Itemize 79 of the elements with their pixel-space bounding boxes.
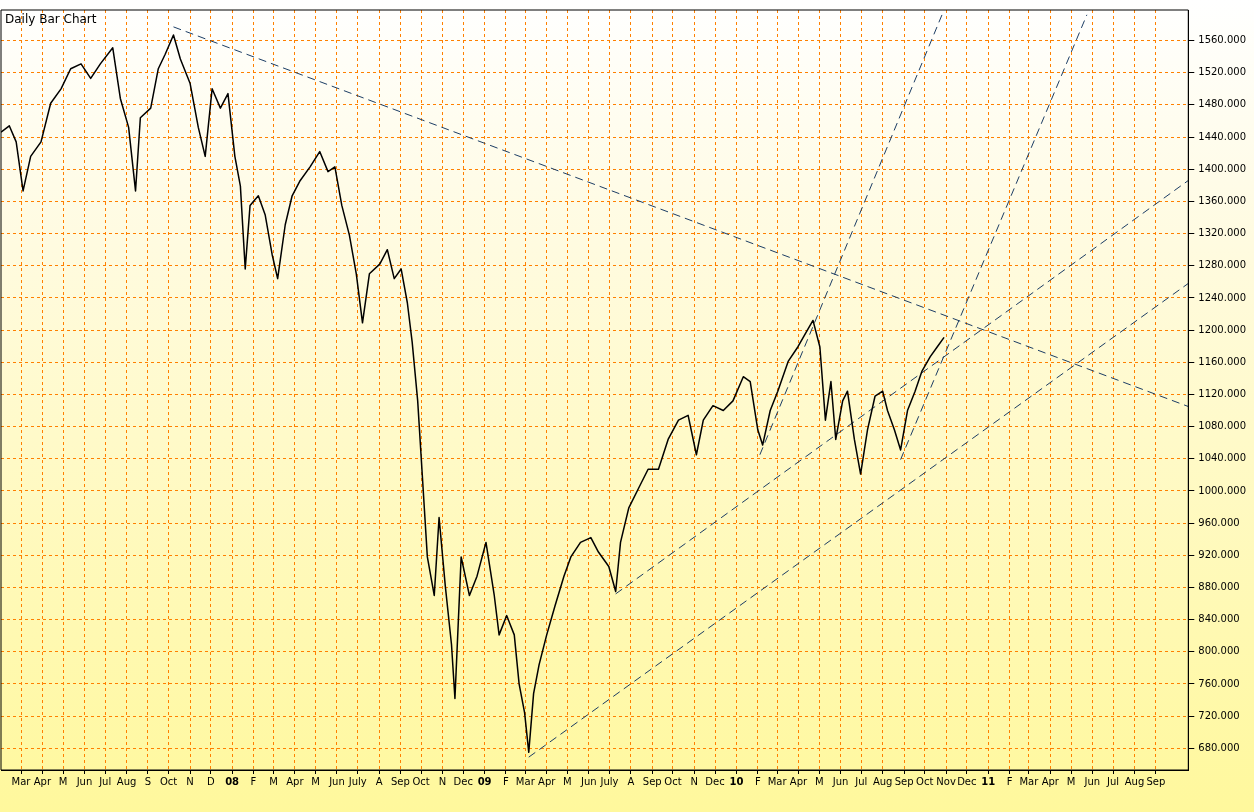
x-tick-label: Oct <box>159 775 178 787</box>
chart-title: Daily Bar Chart <box>5 12 97 27</box>
x-tick-label: Jun <box>831 775 849 787</box>
y-tick-label: 1240.000 <box>1198 291 1246 303</box>
x-tick-label: Mar <box>11 775 32 787</box>
x-tick-label: N <box>690 775 699 787</box>
x-tick-label: Jun <box>579 775 597 787</box>
y-tick-label: 1120.000 <box>1198 388 1246 400</box>
y-tick-label: 1000.000 <box>1198 484 1246 496</box>
x-tick-label: Sep <box>391 775 410 787</box>
x-tick-label: Oct <box>916 775 934 787</box>
y-tick-label: 920.000 <box>1198 548 1240 560</box>
x-tick-label: Dec <box>957 775 977 787</box>
x-tick-label: Jul <box>1106 775 1120 787</box>
x-tick-label: A <box>627 775 635 787</box>
x-tick-label: Jul <box>98 775 112 787</box>
y-tick-label: 960.000 <box>1198 516 1240 528</box>
x-tick-label: Apr <box>286 775 305 787</box>
x-tick-label: F <box>503 775 510 787</box>
x-tick-label: 10 <box>729 775 744 787</box>
x-tick-label: 09 <box>477 775 492 787</box>
x-tick-label: Jun <box>328 775 345 787</box>
x-tick-label: Jul <box>854 775 868 787</box>
x-tick-label: M <box>311 775 320 787</box>
y-tick-label: 880.000 <box>1198 581 1240 593</box>
x-tick-label: Apr <box>538 775 557 787</box>
y-tick-label: 1040.000 <box>1198 452 1246 464</box>
x-tick-label: N <box>186 775 194 787</box>
x-tick-label: Jun <box>1083 775 1101 787</box>
y-tick-label: 1480.000 <box>1198 98 1246 110</box>
x-tick-label: Dec <box>705 775 725 787</box>
x-tick-label: M <box>269 775 278 787</box>
y-tick-label: 1400.000 <box>1198 162 1246 174</box>
y-tick-label: 680.000 <box>1198 741 1240 753</box>
y-tick-label: 800.000 <box>1198 645 1240 657</box>
x-tick-label: Oct <box>664 775 682 787</box>
x-tick-label: Sep <box>642 775 662 787</box>
x-tick-label: M <box>58 775 68 787</box>
y-tick-label: 1280.000 <box>1198 259 1246 271</box>
y-tick-label: 1360.000 <box>1198 195 1246 206</box>
x-tick-label: Mar <box>767 775 788 787</box>
x-tick-label: Aug <box>116 775 137 787</box>
x-tick-label: A <box>375 775 383 787</box>
y-tick-label: 840.000 <box>1198 613 1240 625</box>
x-tick-label: S <box>144 775 152 787</box>
y-tick-label: 760.000 <box>1198 677 1240 689</box>
x-tick-label: M <box>563 775 572 787</box>
x-tick-label: Apr <box>33 775 52 787</box>
y-tick-label: 1160.000 <box>1198 355 1246 367</box>
y-tick-label: 1320.000 <box>1198 227 1246 239</box>
x-tick-label: July <box>347 775 367 787</box>
x-tick-label: N <box>438 775 447 787</box>
x-tick-label: F <box>754 775 761 787</box>
y-tick-label: 1080.000 <box>1198 420 1246 432</box>
x-tick-label: Apr <box>789 775 809 787</box>
x-tick-label: Sep <box>1146 775 1166 787</box>
x-tick-label: Sep <box>894 775 914 787</box>
y-tick-label: 1520.000 <box>1198 66 1246 78</box>
x-tick-label: M <box>814 775 824 787</box>
x-tick-label: Mar <box>1019 775 1040 787</box>
x-tick-label: M <box>1066 775 1076 787</box>
x-tick-label: Oct <box>412 775 430 787</box>
x-tick-label: 11 <box>981 775 996 787</box>
x-tick-label: F <box>250 775 257 787</box>
x-tick-label: Aug <box>1124 775 1145 787</box>
x-tick-label: D <box>206 775 215 787</box>
y-tick-label: 1440.000 <box>1198 130 1246 142</box>
x-tick-label: 08 <box>225 775 240 787</box>
x-tick-label: July <box>599 775 619 787</box>
y-tick-label: 1560.000 <box>1198 34 1246 46</box>
y-tick-label: 720.000 <box>1198 709 1240 721</box>
x-tick-label: F <box>1006 775 1013 787</box>
x-tick-label: Mar <box>515 775 536 787</box>
x-tick-label: Dec <box>453 775 473 787</box>
x-tick-label: Jun <box>75 775 93 787</box>
y-tick-label: 1200.000 <box>1198 323 1246 335</box>
x-tick-label: Apr <box>1041 775 1060 787</box>
x-tick-label: Nov <box>936 775 956 787</box>
x-tick-label: Aug <box>872 775 893 787</box>
